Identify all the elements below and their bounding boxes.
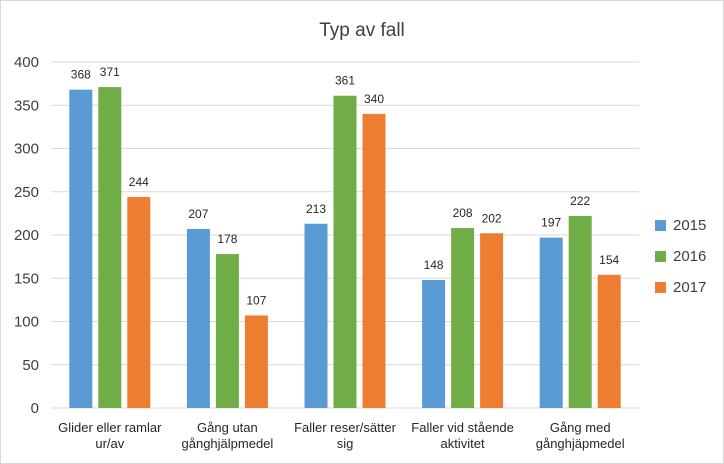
data-label: 340 xyxy=(364,92,384,106)
bar-2017-2 xyxy=(362,113,386,409)
y-tick-label: 0 xyxy=(31,400,39,417)
category-label: Gång utan xyxy=(197,420,258,435)
legend-swatch-2015 xyxy=(655,220,666,231)
legend-label: 2017 xyxy=(673,279,706,296)
category-label: Gång med xyxy=(550,420,611,435)
data-label: 148 xyxy=(424,258,444,272)
data-label: 244 xyxy=(129,175,149,189)
category-label: Faller vid stående xyxy=(411,420,514,435)
y-tick-label: 150 xyxy=(14,270,39,287)
category-label: gånghjäpmedel xyxy=(536,436,625,451)
category-label: ur/av xyxy=(95,436,124,451)
data-label: 154 xyxy=(599,253,619,267)
bar-2017-4 xyxy=(597,274,621,408)
legend: 2015 2016 2017 xyxy=(655,217,706,296)
chart-title: Typ av fall xyxy=(319,20,405,41)
data-label: 222 xyxy=(570,194,590,208)
legend-swatch-2016 xyxy=(655,251,666,262)
data-label: 371 xyxy=(100,65,120,79)
bars xyxy=(69,87,621,409)
bar-2017-3 xyxy=(480,233,504,408)
data-label: 213 xyxy=(306,202,326,216)
category-label: aktivitet xyxy=(441,436,485,451)
legend-swatch-2017 xyxy=(655,282,666,293)
y-tick-label: 50 xyxy=(22,357,39,374)
category-label: Faller reser/sätter xyxy=(294,420,397,435)
data-label: 197 xyxy=(541,216,561,230)
bar-2015-3 xyxy=(422,279,446,408)
y-tick-label: 400 xyxy=(14,54,39,71)
category-label: Glider eller ramlar xyxy=(58,420,162,435)
y-tick-label: 350 xyxy=(14,97,39,114)
category-label: gånghjälpmedel xyxy=(182,436,274,451)
bar-2017-0 xyxy=(127,196,151,408)
bar-2016-1 xyxy=(215,254,239,408)
bar-2017-1 xyxy=(244,315,268,408)
bar-2015-1 xyxy=(186,228,210,408)
legend-label: 2015 xyxy=(673,217,706,234)
legend-label: 2016 xyxy=(673,248,706,265)
bar-2016-3 xyxy=(451,228,475,408)
bar-2015-2 xyxy=(304,223,328,408)
bar-2016-4 xyxy=(568,215,592,408)
bar-2016-2 xyxy=(333,95,357,409)
bar-2015-4 xyxy=(539,237,563,408)
bar-2015-0 xyxy=(69,89,93,409)
data-label: 107 xyxy=(246,293,266,307)
y-axis-ticks: 0 50 100 150 200 250 300 350 400 xyxy=(14,54,39,417)
y-tick-label: 300 xyxy=(14,141,39,158)
data-label: 202 xyxy=(482,211,502,225)
y-tick-label: 100 xyxy=(14,314,39,331)
data-label: 361 xyxy=(335,74,355,88)
data-label: 207 xyxy=(188,207,208,221)
data-label: 208 xyxy=(453,206,473,220)
category-label: sig xyxy=(337,436,354,451)
data-labels: 368 207 213 148 197 371 178 361 208 222 244 107 340 2… xyxy=(71,65,620,307)
data-label: 178 xyxy=(217,232,237,246)
y-tick-label: 250 xyxy=(14,184,39,201)
bar-2016-0 xyxy=(98,87,122,409)
y-tick-label: 200 xyxy=(14,227,39,244)
data-label: 368 xyxy=(71,68,91,82)
